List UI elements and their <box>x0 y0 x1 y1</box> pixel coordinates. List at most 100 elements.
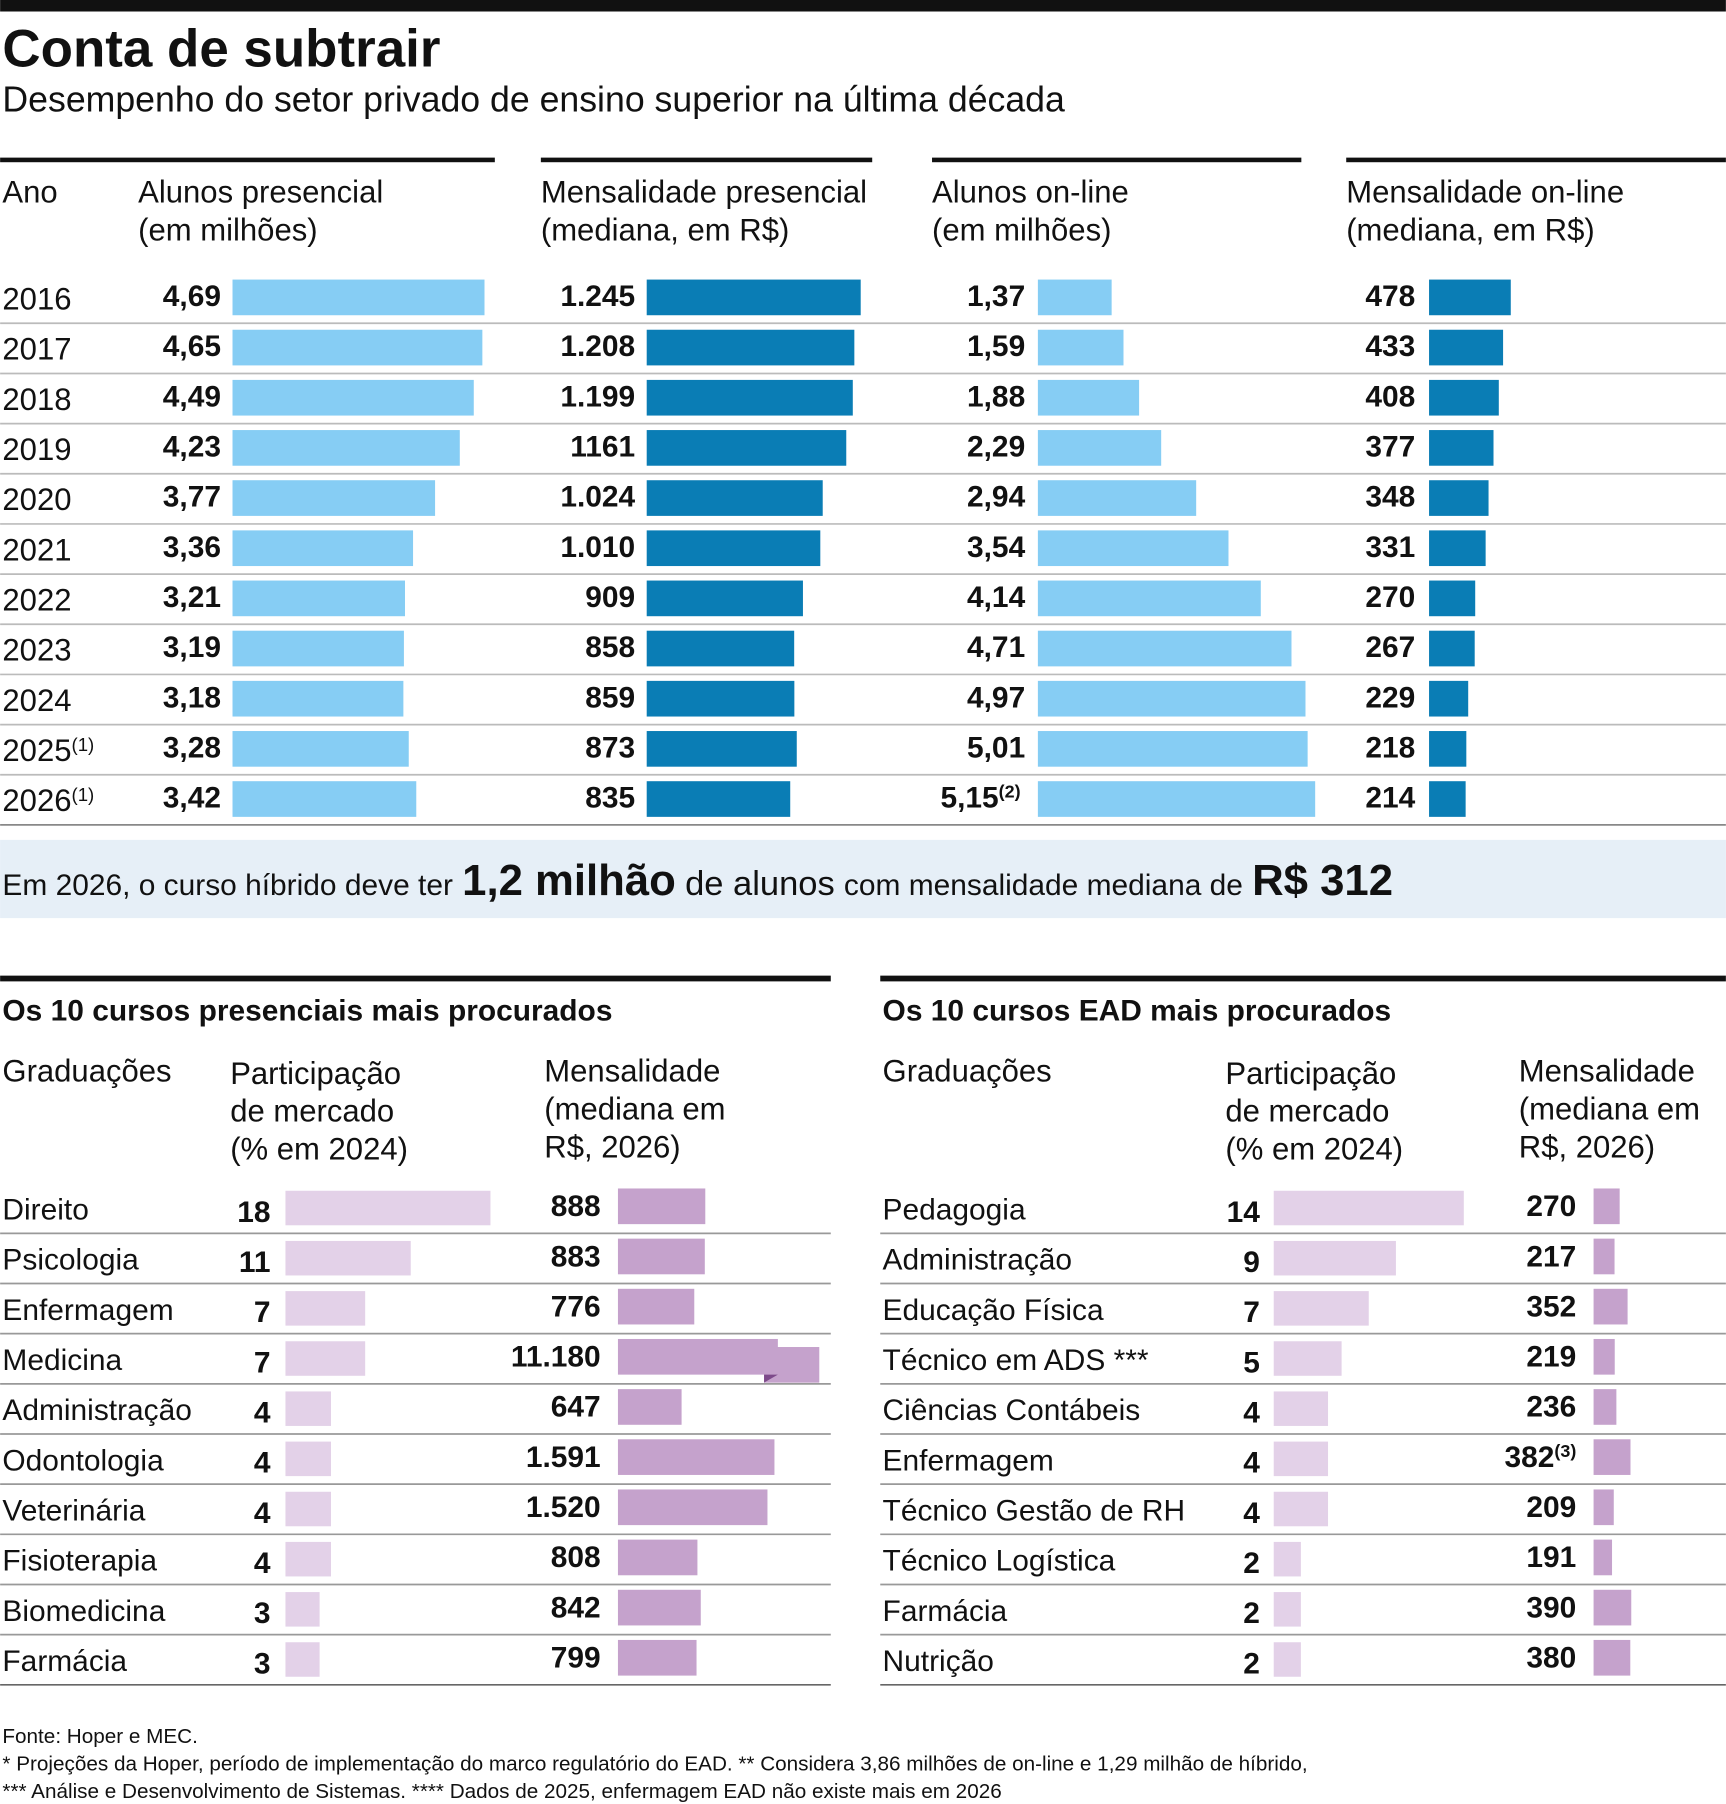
value-label: 1,37 <box>967 280 1025 313</box>
price-label: 888 <box>551 1190 601 1223</box>
value-label: 2,29 <box>967 431 1025 464</box>
year-text: 2019 <box>2 432 71 467</box>
value-text: 3,77 <box>163 481 221 514</box>
price-bar <box>1593 1389 1617 1425</box>
value-label: 3,21 <box>163 581 221 614</box>
bar <box>232 480 436 516</box>
value-text: 3,36 <box>163 531 221 564</box>
column-header: Participação <box>230 1056 401 1091</box>
value-text: 478 <box>1365 280 1415 313</box>
share-bar <box>1273 1190 1464 1226</box>
highlight-part: 1,2 milhão <box>462 856 676 905</box>
value-text: 331 <box>1365 531 1415 564</box>
share-bar <box>285 1291 366 1326</box>
column-header: (mediana em <box>544 1091 725 1126</box>
year-text: 2017 <box>2 332 71 367</box>
value-text: 4,65 <box>163 330 221 363</box>
value-text: 5,15 <box>940 782 998 815</box>
bar <box>1037 731 1308 767</box>
course-name: Farmácia <box>883 1595 1008 1628</box>
value-label: 2,94 <box>967 481 1026 514</box>
course-name: Farmácia <box>2 1645 127 1678</box>
bar <box>646 480 823 516</box>
price-bar <box>1593 1639 1631 1676</box>
value-label: 1,88 <box>967 380 1025 413</box>
bar <box>1429 329 1504 366</box>
price-text: 219 <box>1526 1341 1576 1374</box>
column-header: Graduações <box>2 1053 171 1088</box>
year-label: 2024 <box>2 683 71 718</box>
value-label: 1.208 <box>560 330 635 363</box>
value-text: 433 <box>1365 330 1415 363</box>
price-label: 380 <box>1526 1642 1576 1675</box>
course-name: Educação Física <box>883 1294 1104 1327</box>
column-header: Participação <box>1225 1056 1396 1091</box>
column-header: (em milhões) <box>138 212 317 247</box>
value-label: 1.199 <box>560 380 635 413</box>
bar <box>646 680 795 717</box>
year-text: 2021 <box>2 532 71 567</box>
column-header: Mensalidade <box>544 1053 720 1088</box>
bar <box>232 329 483 366</box>
bar <box>646 430 847 466</box>
value-text: 270 <box>1365 581 1415 614</box>
bar <box>232 530 414 567</box>
course-name: Pedagogia <box>883 1194 1026 1227</box>
column-header: Alunos on-line <box>932 174 1129 209</box>
price-text: 799 <box>551 1642 601 1675</box>
course-name: Odontologia <box>2 1444 164 1477</box>
price-text: 352 <box>1526 1290 1576 1323</box>
bar <box>1037 680 1306 717</box>
year-label: 2016 <box>2 281 71 316</box>
bar <box>1037 279 1112 316</box>
column-header: Mensalidade presencial <box>541 174 867 209</box>
price-bar <box>617 1238 705 1275</box>
bar <box>646 731 797 767</box>
price-label: 1.520 <box>526 1491 601 1524</box>
bar <box>1429 379 1499 416</box>
value-text: 1,37 <box>967 280 1025 313</box>
share-bar <box>1273 1541 1301 1577</box>
share-bar <box>1273 1441 1329 1477</box>
value-text: 229 <box>1365 681 1415 714</box>
price-label: 799 <box>551 1642 601 1675</box>
top-rule <box>0 0 1726 12</box>
title: Conta de subtrair <box>2 20 440 79</box>
column-header: Mensalidade <box>1519 1053 1695 1088</box>
share-bar <box>285 1240 411 1276</box>
year-label: 2026(1) <box>2 783 94 818</box>
value-label: 4,23 <box>163 431 221 464</box>
price-text: 647 <box>551 1391 601 1424</box>
share-label: 7 <box>1243 1296 1260 1329</box>
year-text: 2024 <box>2 683 71 718</box>
value-text: 4,49 <box>163 380 221 413</box>
price-label: 382(3) <box>1504 1441 1576 1474</box>
price-label: 842 <box>551 1591 601 1624</box>
column-rule <box>1346 157 1726 163</box>
bar <box>1037 480 1197 516</box>
bar <box>232 279 485 316</box>
bar <box>1429 630 1475 667</box>
value-label: 229 <box>1365 681 1415 714</box>
price-bar <box>1593 1188 1620 1225</box>
price-bar <box>1593 1288 1628 1325</box>
highlight-part: Em 2026, o curso híbrido deve ter <box>2 869 453 902</box>
price-text: 236 <box>1526 1391 1576 1424</box>
course-name: Medicina <box>2 1344 122 1377</box>
share-label: 2 <box>1243 1647 1260 1680</box>
price-text: 888 <box>551 1190 601 1223</box>
share-label: 18 <box>237 1196 270 1229</box>
share-label: 2 <box>1243 1597 1260 1630</box>
year-label: 2021 <box>2 532 71 567</box>
value-label: 4,97 <box>967 681 1025 714</box>
bar <box>232 680 404 717</box>
column-header: R$, 2026) <box>1519 1129 1655 1164</box>
share-bar <box>1273 1642 1301 1677</box>
course-name: Administração <box>883 1244 1072 1277</box>
share-label: 11 <box>239 1246 271 1279</box>
value-text: 858 <box>585 631 635 664</box>
price-text: 191 <box>1526 1541 1576 1574</box>
price-bar <box>1593 1338 1615 1375</box>
value-text: 1.245 <box>560 280 635 313</box>
course-name: Veterinária <box>2 1495 145 1528</box>
